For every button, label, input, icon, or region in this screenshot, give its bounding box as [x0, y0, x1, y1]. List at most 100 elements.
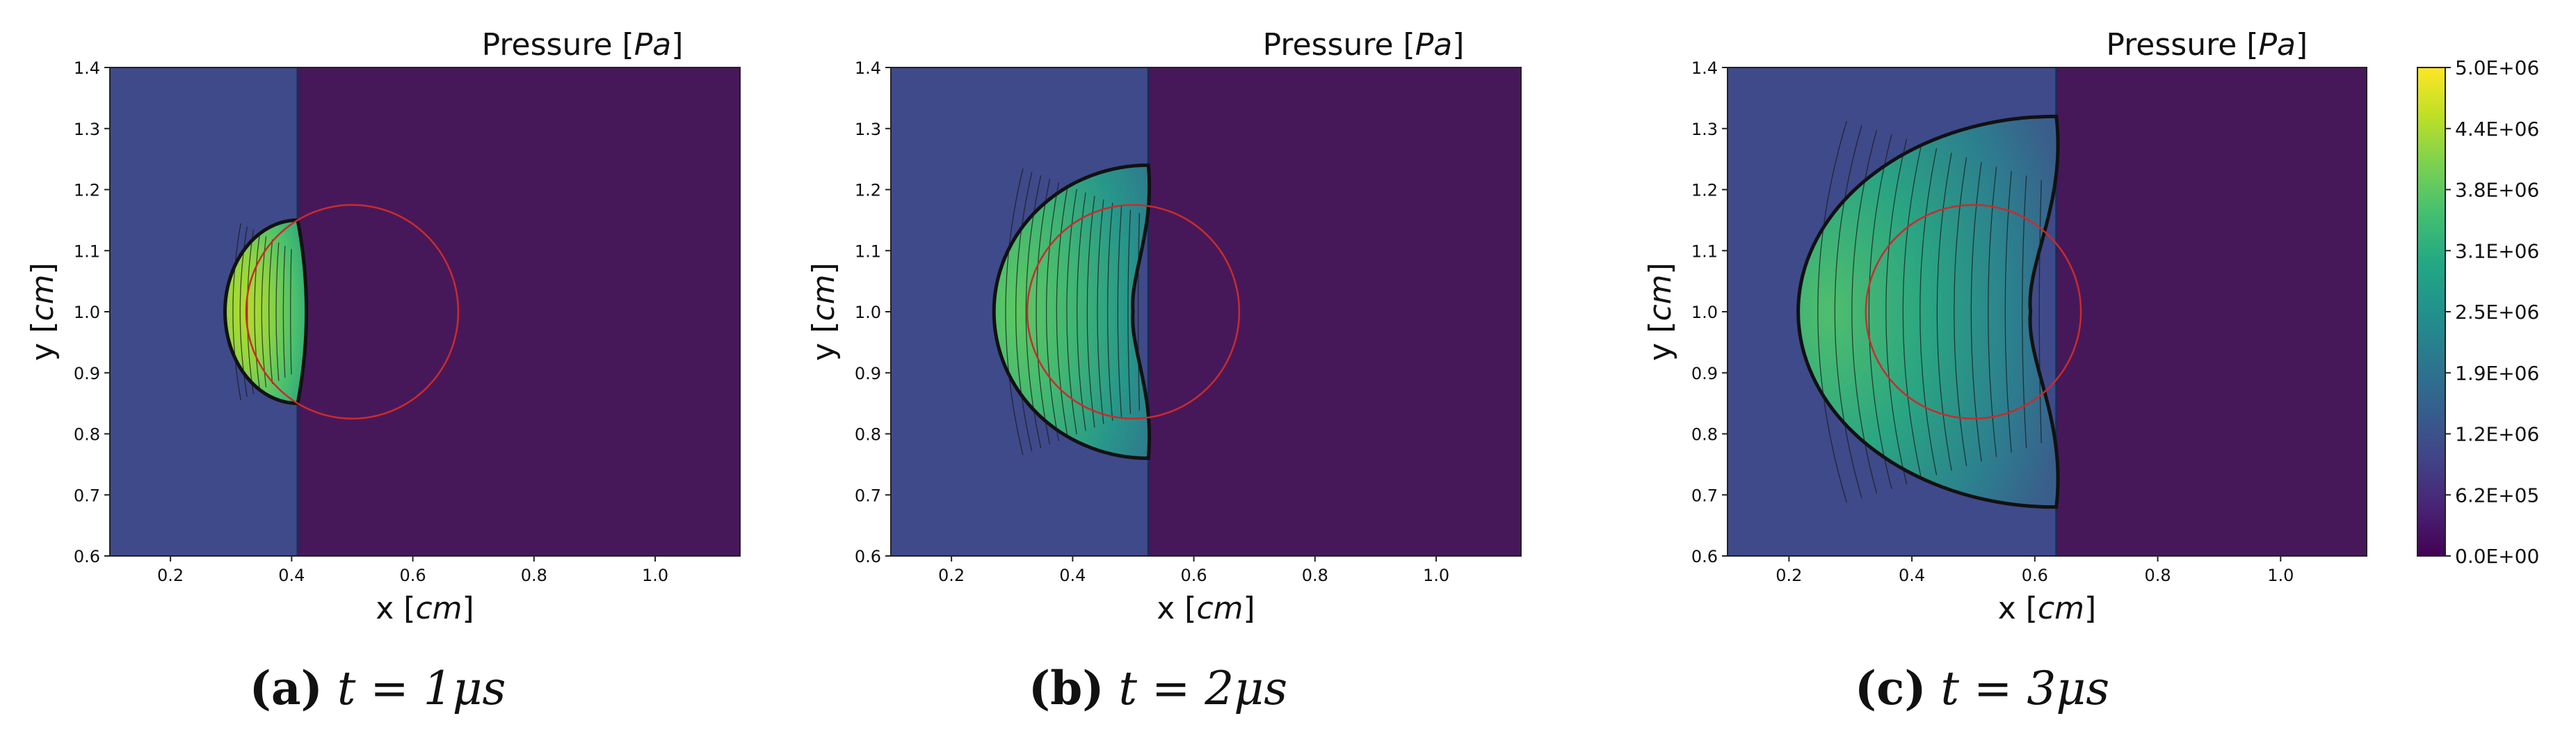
y-tick-label: 1.1 — [74, 241, 100, 261]
pressure-wave-region — [1796, 114, 2060, 509]
panel-2: 0.2 0.4 0.6 0.8 1.0 1.4 1.3 1.2 1.1 1.0 0.9 0.8 0.7 0… — [806, 27, 1522, 626]
colorbar-tick-label: 1.2E+06 — [2455, 423, 2539, 446]
x-tick-label: 0.2 — [157, 566, 184, 585]
contour-line — [239, 226, 248, 397]
y-tick-label: 1.0 — [1691, 303, 1718, 322]
y-tick-label: 0.9 — [1691, 364, 1718, 383]
x-tick-label: 1.0 — [2267, 566, 2294, 585]
contour-line — [1902, 143, 1922, 480]
x-tick-label: 0.6 — [1180, 566, 1207, 585]
contour-line — [1005, 168, 1024, 455]
y-tick-label: 1.2 — [74, 181, 100, 200]
contour-line — [1851, 129, 1878, 494]
contour-line — [1885, 138, 1908, 485]
contour-line — [2022, 175, 2027, 448]
contour-line — [268, 239, 273, 385]
y-tick-label: 1.2 — [855, 181, 881, 200]
contour-line — [282, 246, 286, 378]
y-tick-label: 1.1 — [855, 241, 881, 261]
contour-line — [1097, 199, 1104, 424]
y-tick-label: 1.0 — [855, 303, 881, 322]
y-tick-label: 1.3 — [855, 120, 881, 139]
contour-line — [1127, 209, 1132, 414]
colorbar-tick-label: 2.5E+06 — [2455, 301, 2539, 324]
y-tick-label: 1.0 — [74, 303, 100, 322]
y-tick-label: 0.6 — [1691, 547, 1718, 566]
y-tick-label: 0.7 — [855, 486, 881, 505]
y-tick-label: 0.8 — [74, 425, 100, 445]
plot-area — [110, 67, 740, 556]
y-tick-label: 0.9 — [74, 364, 100, 383]
contour-line — [1117, 206, 1122, 417]
initial-bubble-outline — [245, 204, 460, 420]
y-tick-label: 1.3 — [74, 120, 100, 139]
contour-line — [254, 232, 261, 391]
colorbar-tick-label: 3.1E+06 — [2455, 239, 2539, 262]
contour-line — [1025, 175, 1042, 448]
x-tick-label: 1.0 — [642, 566, 668, 585]
pressure-wave-region — [223, 218, 309, 406]
x-tick-label: 0.4 — [1899, 566, 1925, 585]
x-tick-label: 0.4 — [278, 566, 305, 585]
colorbar-tick-label: 5.0E+06 — [2455, 56, 2539, 79]
contour-line — [1936, 152, 1952, 471]
colorbar-tick-label: 6.2E+05 — [2455, 484, 2539, 507]
y-tick-label: 0.9 — [855, 364, 881, 383]
y-tick-label: 0.7 — [1691, 486, 1718, 505]
y-tick-label: 1.2 — [1691, 181, 1718, 200]
contour-line — [232, 223, 241, 401]
panel-1: 0.2 0.4 0.6 0.8 1.0 1.4 1.3 1.2 1.1 1.0 0.9 0.8 0.7 0… — [25, 27, 741, 626]
contour-line — [246, 230, 255, 394]
y-tick-label: 1.4 — [1691, 58, 1718, 78]
contour-line — [1954, 157, 1967, 466]
x-tick-label: 0.8 — [2144, 566, 2171, 585]
x-tick-label: 0.2 — [1776, 566, 1802, 585]
contour-line — [1970, 161, 1982, 462]
x-tick-label: 0.8 — [521, 566, 547, 585]
contour-lines — [232, 223, 292, 401]
x-axis-label: x [cm] — [376, 591, 474, 626]
colorbar-tick-label: 4.4E+06 — [2455, 118, 2539, 141]
contour-line — [1066, 189, 1077, 435]
y-tick-label: 1.3 — [1691, 120, 1718, 139]
contour-lines — [1817, 120, 2042, 503]
contour-line — [1056, 185, 1068, 438]
contour-line — [1919, 148, 1938, 476]
contour-line — [1015, 172, 1033, 452]
contour-line — [1834, 125, 1862, 498]
x-tick-label: 0.6 — [399, 566, 426, 585]
contour-line — [1817, 120, 1848, 503]
y-tick-label: 0.6 — [855, 547, 881, 566]
contour-line — [1036, 178, 1051, 445]
contour-line — [1045, 182, 1060, 442]
contour-line — [1868, 134, 1892, 489]
y-axis-label: y [cm] — [25, 262, 61, 360]
x-axis-label: x [cm] — [1157, 591, 1255, 626]
panel-3: 0.2 0.4 0.6 0.8 1.0 1.4 1.3 1.2 1.1 1.0 0.9 0.8 0.7 0… — [1643, 27, 2367, 626]
colorbar-tick-label: 0.0E+00 — [2455, 545, 2539, 568]
panel-title: Pressure [Pa] — [2106, 27, 2308, 63]
panel-title: Pressure [Pa] — [1263, 27, 1465, 63]
caption-c: (c) t = 3μs — [1854, 661, 2110, 715]
y-tick-label: 0.7 — [74, 486, 100, 505]
caption-b: (b) t = 2μs — [1028, 661, 1288, 715]
contour-line — [1137, 213, 1141, 411]
contour-line — [2038, 180, 2042, 444]
x-tick-label: 0.6 — [2022, 566, 2048, 585]
y-tick-label: 1.4 — [74, 58, 100, 78]
initial-bubble-outline — [1026, 204, 1241, 420]
caption-a: (a) t = 1μs — [249, 661, 506, 715]
y-axis-label: y [cm] — [806, 262, 842, 360]
y-tick-label: 0.8 — [1691, 425, 1718, 445]
x-tick-label: 0.2 — [938, 566, 965, 585]
x-tick-label: 0.4 — [1059, 566, 1086, 585]
contour-line — [1076, 192, 1086, 431]
contour-line — [2004, 170, 2012, 453]
contour-line — [275, 242, 280, 381]
y-tick-label: 1.1 — [1691, 241, 1718, 261]
plot-area — [891, 67, 1521, 556]
initial-bubble-outline — [1865, 204, 2082, 420]
y-tick-label: 1.4 — [855, 58, 881, 78]
panel-title: Pressure [Pa] — [482, 27, 684, 63]
